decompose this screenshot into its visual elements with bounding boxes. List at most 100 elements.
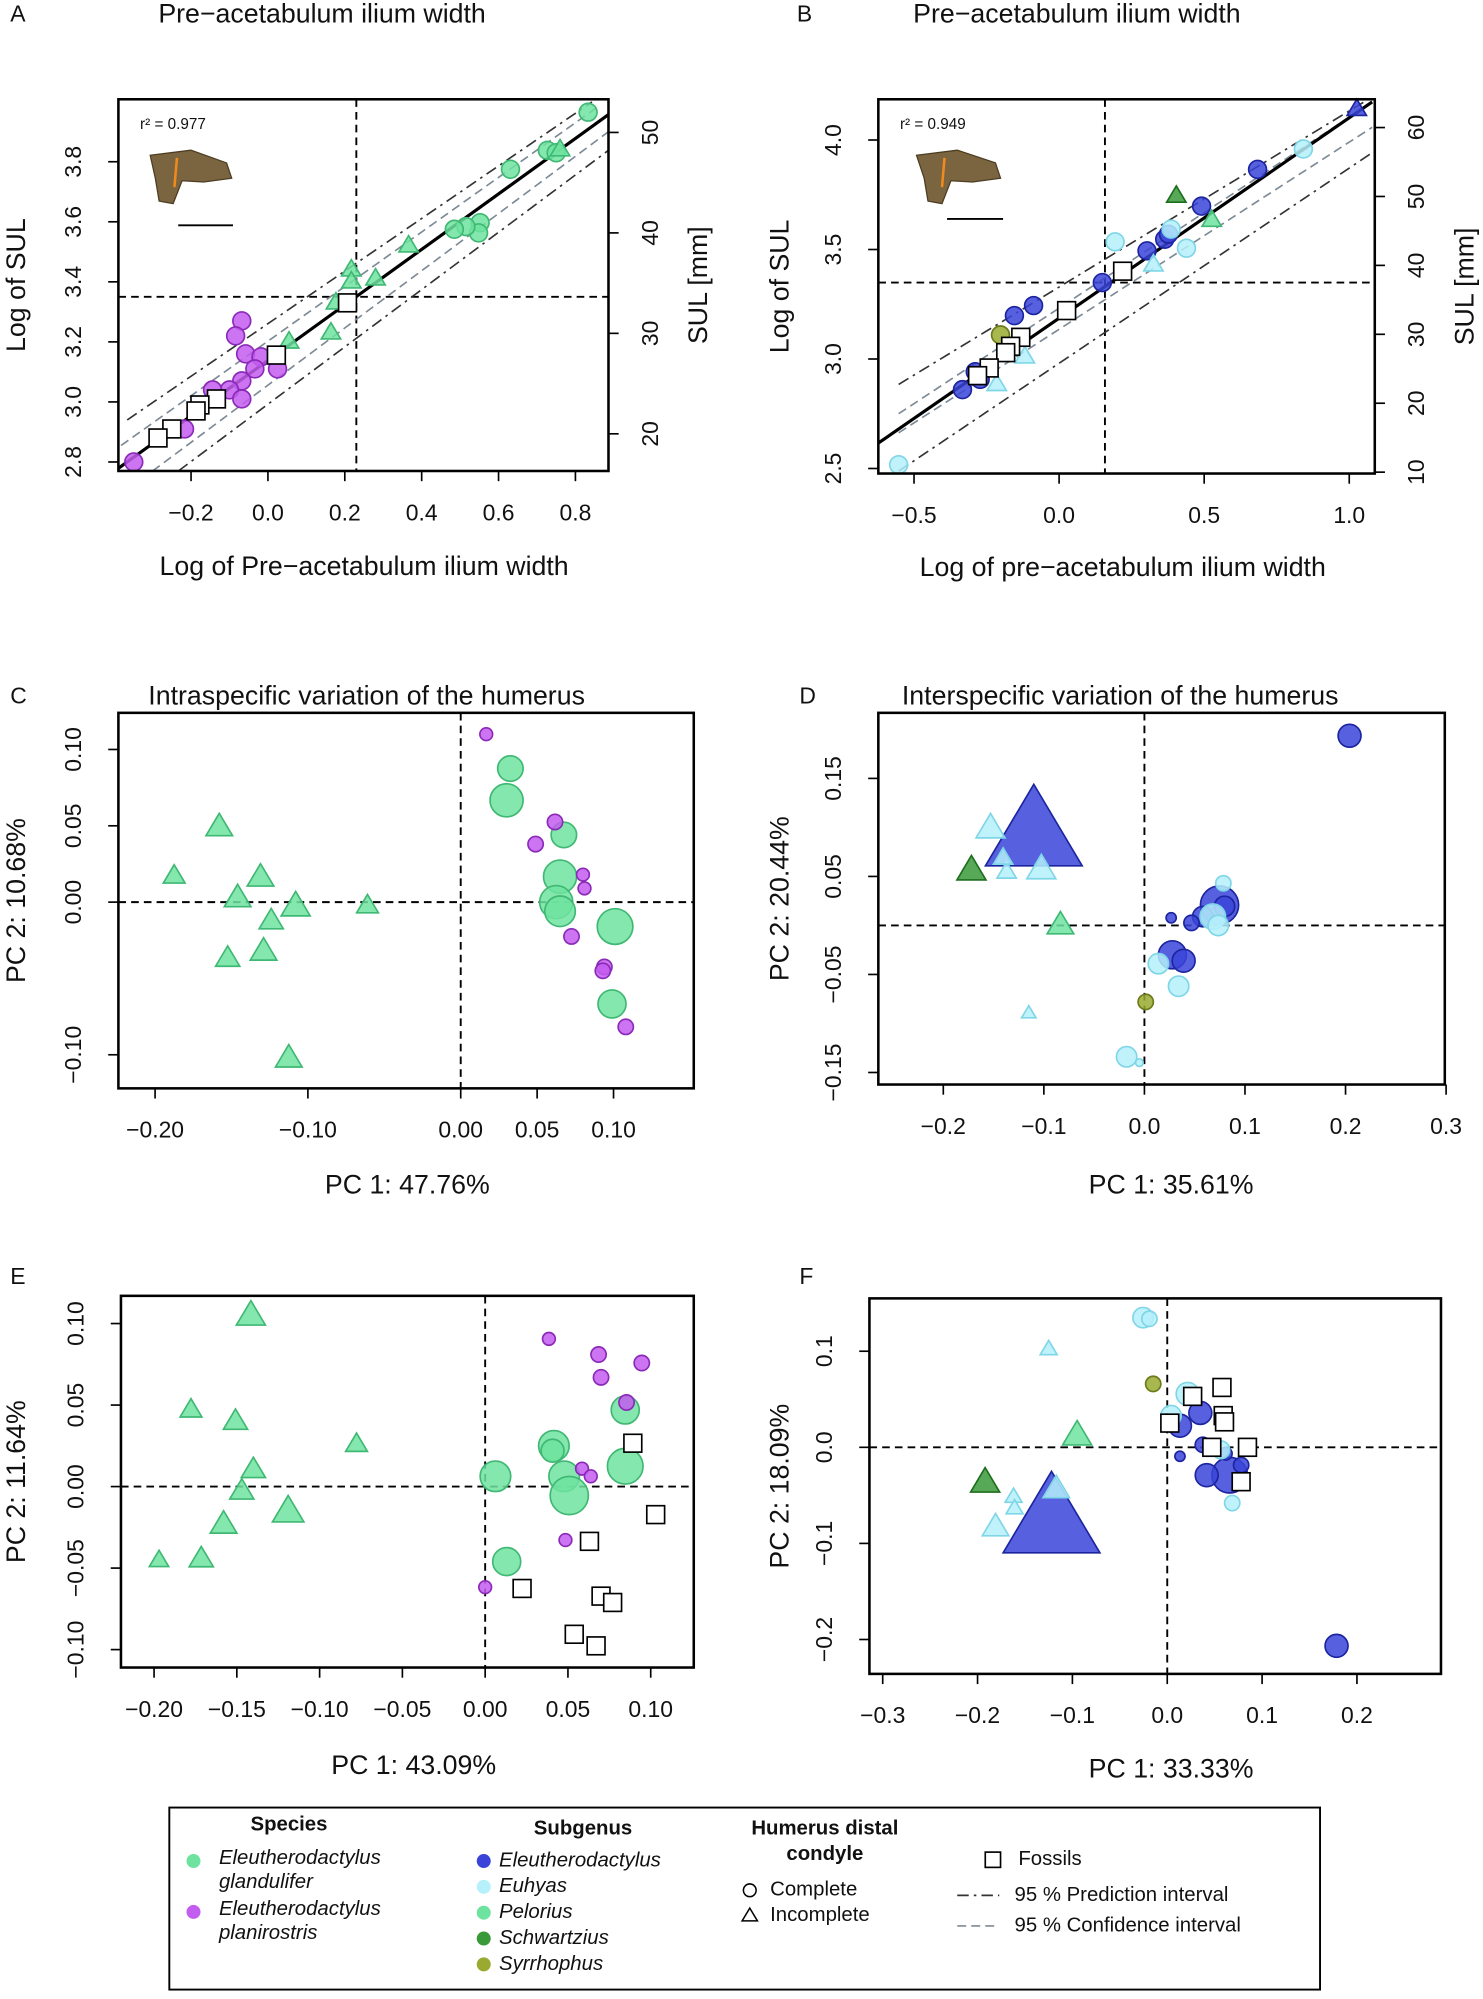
point <box>364 267 387 286</box>
legend-marker <box>186 1904 201 1919</box>
x-axis-label: PC 1: 35.61% <box>1089 1169 1254 1199</box>
point <box>1207 914 1230 937</box>
y-tick-label: 0.05 <box>63 1383 89 1428</box>
point <box>161 863 187 884</box>
x-tick-label: −0.5 <box>891 502 936 528</box>
y2-tick-label: 20 <box>637 421 663 446</box>
y-tick-label: −0.15 <box>820 1043 846 1101</box>
y2-tick-label: 40 <box>637 220 663 245</box>
x-tick-label: −0.10 <box>291 1696 349 1722</box>
point <box>1237 1437 1258 1458</box>
legend-label: Syrrhophus <box>499 1953 603 1975</box>
point <box>995 342 1016 363</box>
point <box>1041 1473 1072 1499</box>
point <box>1214 1412 1235 1432</box>
point <box>1165 911 1178 924</box>
measure-line <box>940 157 946 188</box>
point <box>1165 184 1188 204</box>
y-tick-label: 0.00 <box>63 1464 89 1509</box>
legend-label: Incomplete <box>770 1904 870 1926</box>
point <box>266 345 287 365</box>
y-tick-label: 0.10 <box>60 727 86 772</box>
point <box>577 881 592 896</box>
point <box>1144 1375 1162 1393</box>
legend-marker <box>740 1906 759 1922</box>
plot-frame <box>877 711 1447 1086</box>
x-tick-label: −0.20 <box>125 1696 183 1722</box>
x-tick-label: 1.0 <box>1333 502 1365 528</box>
x-tick-label: −0.20 <box>126 1117 184 1143</box>
point <box>597 989 627 1019</box>
x-tick-label: 0.10 <box>591 1117 636 1143</box>
x-tick-label: −0.05 <box>373 1696 431 1722</box>
point <box>645 1504 666 1525</box>
point <box>512 1578 532 1599</box>
point <box>546 813 564 831</box>
panel-letter: D <box>799 683 816 709</box>
point <box>578 102 598 122</box>
point <box>1160 1413 1180 1433</box>
point <box>204 811 235 837</box>
legend-marker <box>742 1883 757 1898</box>
point <box>270 1493 306 1523</box>
legend-marker <box>476 1931 491 1946</box>
legend-label: planirostris <box>218 1922 317 1944</box>
point <box>594 962 612 980</box>
point <box>974 811 1007 839</box>
point <box>234 1298 267 1326</box>
x-axis-label: PC 1: 47.76% <box>325 1169 490 1199</box>
y2-tick-label: 30 <box>1403 322 1429 347</box>
measure-line <box>173 157 179 188</box>
x-tick-label: −0.10 <box>279 1117 337 1143</box>
legend-label: Eleutherodactylus <box>219 1847 381 1869</box>
x-tick-label: 0.6 <box>483 499 515 525</box>
interval-line <box>177 149 609 472</box>
x-tick-label: −0.2 <box>921 1113 966 1139</box>
inset-b <box>915 149 1004 220</box>
point <box>214 944 242 968</box>
point <box>967 365 988 386</box>
point <box>1232 1456 1250 1474</box>
point <box>1137 993 1155 1011</box>
y2-tick-label: 20 <box>1403 390 1429 415</box>
point <box>232 389 252 409</box>
point <box>1140 1310 1158 1328</box>
legend-heading: Humerus distal <box>751 1818 898 1840</box>
y2-axis-label: SUL [mm] <box>1449 228 1479 346</box>
point <box>1137 241 1157 261</box>
point <box>995 860 1018 879</box>
point <box>1176 238 1197 258</box>
point <box>228 1477 256 1500</box>
point <box>596 907 634 946</box>
legend-label: 95 % Prediction interval <box>1015 1884 1229 1906</box>
point <box>592 1368 610 1386</box>
legend-label: Pelorius <box>499 1901 573 1923</box>
legend-heading: condyle <box>786 1843 863 1865</box>
y-tick-label: 3.8 <box>60 146 86 178</box>
point <box>477 1579 493 1595</box>
point <box>147 1548 171 1568</box>
x-tick-label: 0.5 <box>1188 502 1220 528</box>
point <box>355 892 380 914</box>
point <box>319 321 343 340</box>
point <box>1004 305 1025 326</box>
chart-title: Interspecific variation of the humerus <box>902 681 1339 711</box>
point <box>491 1546 522 1577</box>
y-tick-label: 3.6 <box>60 206 86 238</box>
legend-label: Euhyas <box>499 1875 567 1897</box>
y-axis-label: PC 2: 10.68% <box>1 818 31 983</box>
point <box>1171 948 1196 974</box>
y-tick-label: −0.05 <box>63 1539 89 1597</box>
x-tick-label: 0.3 <box>1430 1113 1462 1139</box>
point <box>623 1433 643 1453</box>
y-tick-label: 0.10 <box>63 1301 89 1346</box>
x-axis-label: PC 1: 33.33% <box>1089 1754 1254 1784</box>
point <box>1212 1377 1232 1398</box>
y-axis-label: Log of SUL <box>765 220 795 354</box>
point <box>602 1592 623 1613</box>
y-tick-label: −0.1 <box>811 1521 837 1566</box>
point <box>618 1393 636 1411</box>
point <box>479 727 494 742</box>
point <box>1112 261 1133 281</box>
interval-line <box>126 101 593 421</box>
